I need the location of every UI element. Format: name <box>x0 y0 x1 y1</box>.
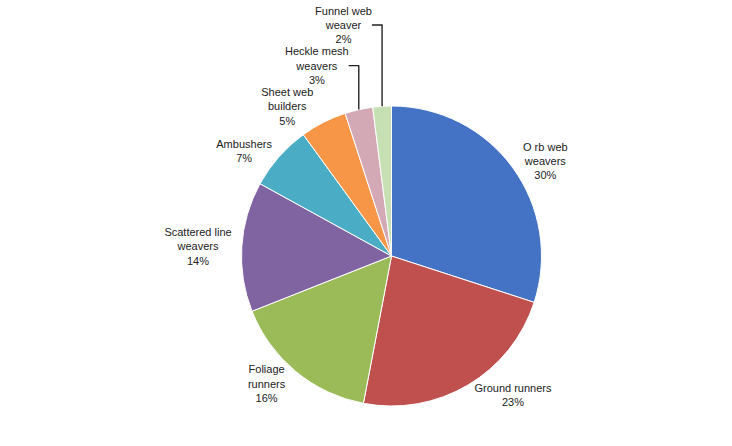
svg-text:Foliagerunners16%: Foliagerunners16% <box>248 363 286 404</box>
svg-text:Ground runners23%: Ground runners23% <box>474 382 552 408</box>
svg-text:Heckle meshweavers3%: Heckle meshweavers3% <box>285 45 349 86</box>
svg-text:Scattered lineweavers14%: Scattered lineweavers14% <box>164 226 231 267</box>
svg-text:Funnel webweaver2%: Funnel webweaver2% <box>315 5 372 46</box>
svg-text:Ambushers7%: Ambushers7% <box>216 138 272 164</box>
svg-text:Sheet webbuilders5%: Sheet webbuilders5% <box>261 86 313 127</box>
svg-text:O rb webweavers30%: O rb webweavers30% <box>523 141 568 182</box>
